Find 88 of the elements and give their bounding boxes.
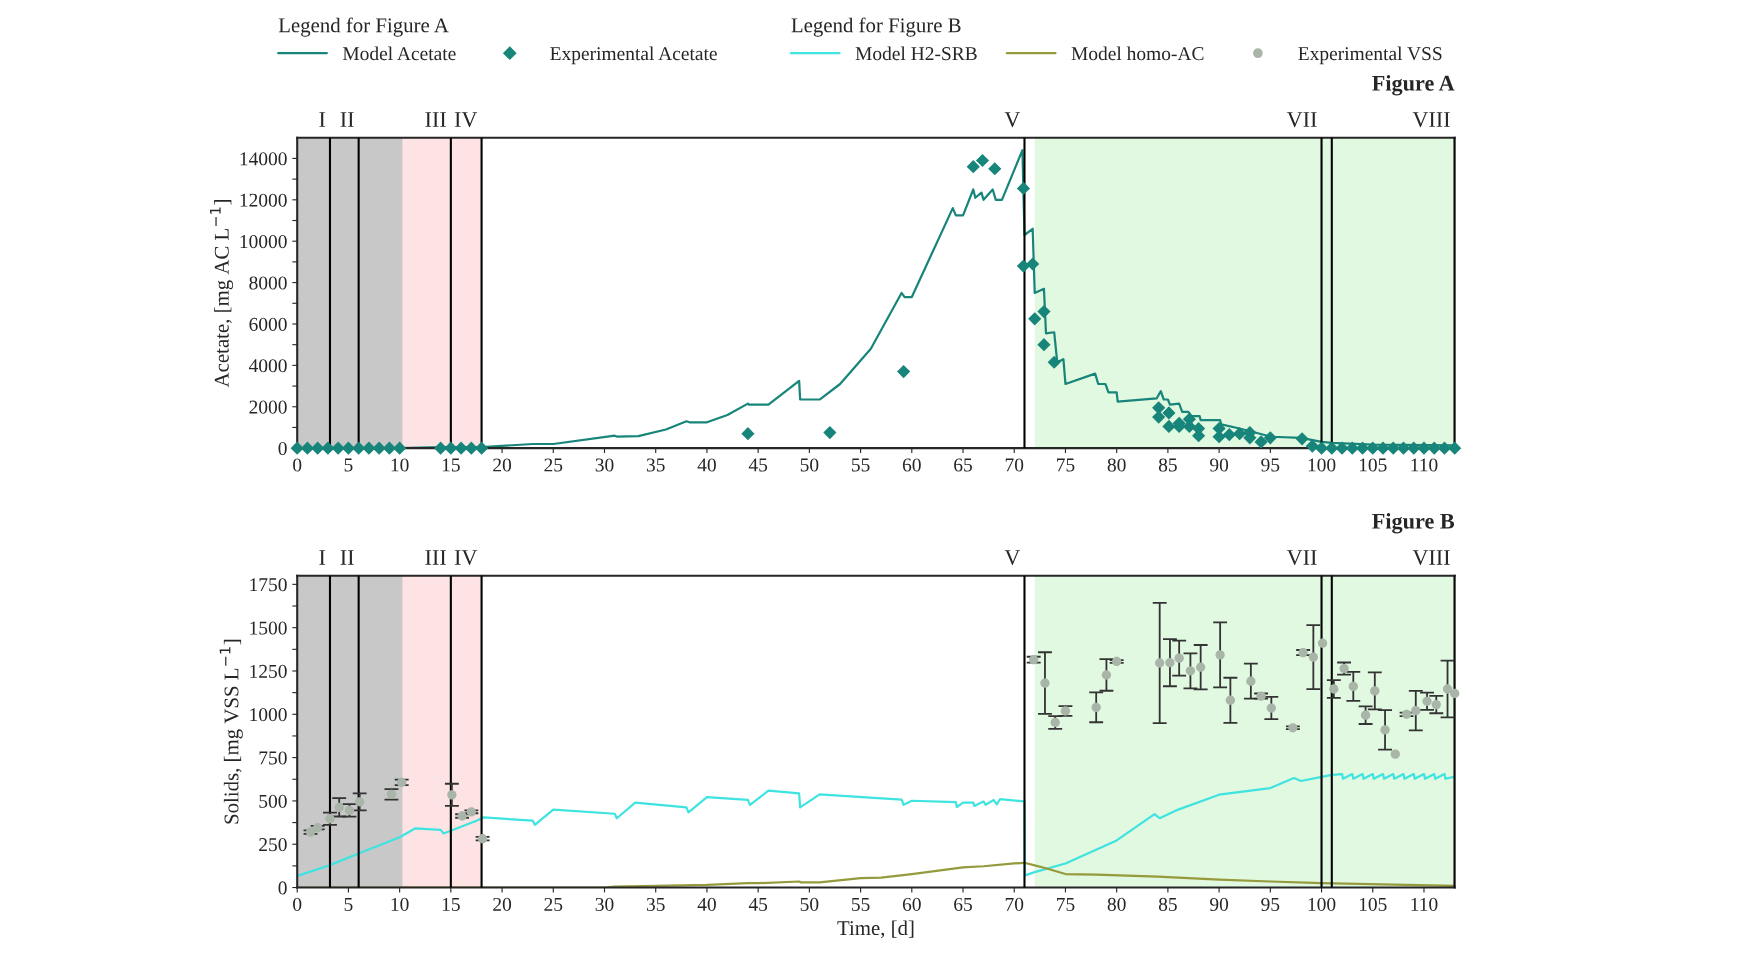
x-tick-label: 0 [293,458,302,472]
legend-label: Model homo-AC [1071,46,1204,61]
ref-line-label: VII [1286,112,1317,128]
x-tick-label: 20 [493,897,512,911]
x-tick-label: 35 [646,458,665,472]
ref-line-label: V [1004,550,1021,566]
x-tick-label: 110 [1411,897,1438,911]
x-tick-label: 0 [293,897,302,911]
x-tick-label: 60 [902,897,921,911]
legend-title: Legend for Figure B [791,17,961,37]
x-tick-label: 55 [851,898,870,911]
legend-label: Experimental VSS [1298,46,1442,65]
ref-line-label: VIII [1412,112,1450,128]
x-tick-label: 60 [902,458,921,472]
y-tick-label: 4000 [248,359,287,373]
x-tick-label: 65 [954,458,972,472]
y-tick-label: 10000 [240,235,287,249]
ref-line-label: I [319,112,326,127]
legend-label: Model Acetate [342,46,456,61]
x-tick-label: 55 [851,458,870,472]
x-tick-label: 15 [442,458,460,472]
x-tick-label: 40 [697,897,716,911]
ref-line-label: I [319,550,326,565]
x-tick-label: 80 [1107,458,1126,472]
x-tick-label: 85 [1158,897,1177,911]
x-tick-label: 85 [1158,458,1177,472]
ref-line-label: VIII [1412,550,1450,566]
x-tick-label: 95 [1261,897,1280,911]
y-axis-title: Acetate, [mg AC L$^{−1}$] [209,200,234,388]
legend-label: Model H2-SRB [855,46,977,61]
y-axis-title: Solids, [mg VSS L$^{−1}$] [219,639,243,824]
ref-line-label: V [1004,112,1021,128]
x-tick-label: 50 [800,897,819,911]
x-tick-label: 35 [646,897,665,911]
x-tick-label: 110 [1411,458,1438,472]
x-tick-label: 5 [344,458,353,472]
x-tick-label: 95 [1261,458,1280,472]
legend-label: Experimental Acetate [550,46,717,65]
x-tick-label: 5 [344,898,353,911]
x-tick-label: 25 [544,458,563,472]
x-tick-label: 15 [442,897,460,911]
x-tick-label: 75 [1057,458,1075,472]
ref-line-label: VII [1286,550,1317,566]
x-tick-label: 80 [1107,897,1126,911]
x-tick-label: 20 [493,458,512,472]
legend-title: Legend for Figure A [278,17,449,37]
x-tick-label: 10 [391,458,409,472]
y-tick-label: 750 [259,751,287,765]
x-tick-label: 45 [748,897,768,911]
y-tick-label: 6000 [249,317,287,331]
x-tick-label: 105 [1359,897,1387,911]
ref-line-label: II [340,112,354,127]
x-tick-label: 70 [1005,458,1024,472]
y-tick-label: 500 [259,794,287,808]
x-tick-label: 40 [697,458,716,472]
x-tick-label: 30 [595,458,614,472]
x-axis-title: Time, [d] [837,920,914,939]
x-tick-label: 10 [391,897,409,911]
ref-line-label: II [340,550,354,565]
y-tick-label: 8000 [249,276,287,290]
y-tick-label: 2000 [249,400,287,414]
x-tick-label: 50 [800,458,819,472]
y-tick-label: 0 [278,881,287,895]
x-tick-label: 30 [595,897,614,911]
ref-line-label: III [425,550,446,565]
x-tick-label: 90 [1210,458,1229,472]
ref-line-label: III [425,112,446,127]
ref-line-label: IV [454,550,478,566]
x-tick-label: 25 [544,897,563,911]
x-tick-label: 65 [954,897,972,911]
x-tick-label: 75 [1057,898,1075,911]
chart-title: Figure A [1372,75,1455,96]
y-tick-label: 12000 [240,193,287,207]
y-tick-label: 14000 [240,152,287,166]
y-tick-label: 250 [259,838,287,852]
x-tick-label: 45 [748,458,768,472]
chart-title: Figure B [1372,513,1455,534]
ref-line-label: IV [454,112,478,128]
y-tick-label: 1750 [250,578,287,592]
y-tick-label: 0 [278,441,287,456]
x-tick-label: 105 [1359,458,1387,472]
y-tick-label: 1250 [250,664,287,678]
x-tick-label: 90 [1210,897,1229,911]
x-tick-label: 100 [1308,897,1336,911]
y-tick-label: 1500 [250,621,287,635]
x-tick-label: 70 [1005,897,1024,911]
y-tick-label: 1000 [250,708,287,722]
x-tick-label: 100 [1308,458,1336,472]
